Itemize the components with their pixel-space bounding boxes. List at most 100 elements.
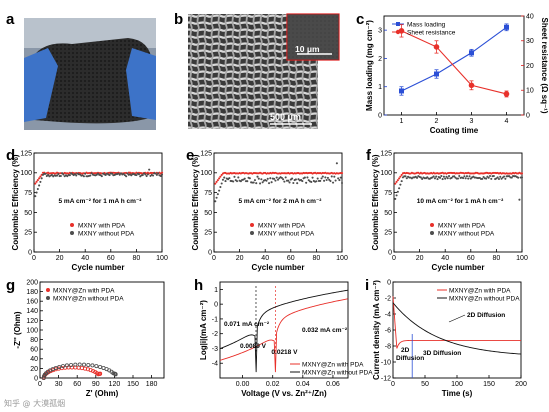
data-point-e (323, 179, 326, 182)
data-point-e (329, 179, 332, 183)
x-tick-label-i: 100 (451, 381, 463, 388)
x-tick-label-h: 0.04 (296, 381, 310, 388)
scale-bar-main: 500 μm (270, 112, 301, 122)
x-tick-label-e: 40 (261, 255, 269, 262)
data-point-f (503, 175, 506, 178)
data-point-d (40, 177, 43, 180)
y-tick-label-c: 3 (378, 28, 382, 35)
y-tick-label-f: 50 (384, 210, 392, 217)
data-point-f (441, 178, 444, 181)
x-tick-label-c: 3 (470, 118, 474, 125)
data-point-g (86, 362, 91, 367)
data-point-d (160, 173, 164, 176)
data-point-d (151, 174, 155, 177)
data-point-e (219, 175, 222, 178)
y2-axis-label-c: Sheet resistance (Ω sq⁻¹) (540, 18, 549, 114)
x-axis-label-d: Cycle number (72, 263, 125, 272)
data-point-f (396, 179, 399, 182)
legend-label-g: MXNY@Zn without PDA (53, 295, 124, 302)
x-tick-label-e: 20 (236, 255, 244, 262)
data-point-g (90, 363, 95, 368)
y-tick-label-e: 75 (204, 190, 212, 197)
data-point-e (287, 179, 290, 182)
y-tick-label-i: 0 (387, 279, 391, 286)
data-point-e (337, 177, 340, 180)
data-point-f (496, 176, 499, 179)
y-tick-label-g: 100 (26, 327, 38, 334)
data-point-d (62, 173, 65, 176)
annotation-i: 2D Diffusion (467, 312, 505, 319)
annotation-d: 5 mA cm⁻² for 1 mA h cm⁻² (59, 198, 143, 205)
data-point-f (404, 175, 407, 178)
data-point-g (88, 368, 93, 373)
data-point-f (394, 182, 397, 185)
legend-label-e: MXNY without PDA (258, 230, 315, 237)
y-tick-label-h: -1 (212, 316, 218, 323)
data-point-g (94, 364, 99, 369)
data-point-f (446, 177, 449, 180)
data-point-e (333, 175, 336, 178)
data-point-e (273, 177, 276, 180)
data-point-e (261, 181, 264, 184)
data-point-f (396, 190, 399, 193)
x-tick-label-d: 80 (133, 255, 141, 262)
x-tick-label-g: 150 (127, 381, 139, 388)
annotation-h: 0.071 mA cm⁻² (224, 321, 270, 328)
x-tick-label-f: 20 (416, 255, 424, 262)
x-tick-label-g: 0 (38, 381, 42, 388)
data-point-c (503, 91, 510, 97)
data-point-e (215, 180, 218, 183)
y-tick-label-g: 120 (26, 318, 38, 325)
data-point-f (445, 175, 448, 178)
y-tick-label-d: 0 (28, 249, 32, 256)
data-point-f (400, 173, 403, 176)
data-point-e (276, 178, 280, 181)
y2-tick-label-c: 20 (526, 63, 534, 70)
data-point-e (214, 200, 217, 203)
legend-marker-g (46, 288, 50, 292)
data-point-e (216, 193, 219, 196)
x-axis-label-f: Cycle number (432, 263, 485, 272)
y-tick-label-d: 50 (24, 210, 32, 217)
data-point-e (339, 176, 342, 179)
data-point-e (335, 162, 338, 165)
y-tick-label-i: -2 (385, 295, 391, 302)
data-point-f (395, 194, 398, 197)
legend-label-i: MXNY@Zn with PDA (449, 287, 511, 294)
data-point-e (334, 179, 337, 182)
y-tick-label-e: 0 (208, 249, 212, 256)
data-point-g (98, 364, 103, 369)
chrono-curve-i-0 (392, 296, 521, 349)
x-tick-label-g: 180 (146, 381, 158, 388)
data-point-f (481, 177, 484, 180)
x-tick-label-f: 100 (516, 255, 528, 262)
x-tick-label-g: 120 (109, 381, 121, 388)
x-tick-label-h: 0.00 (236, 381, 250, 388)
data-point-f (497, 177, 501, 181)
data-point-e (292, 181, 295, 185)
data-point-d (148, 168, 151, 171)
y-tick-label-c: 1 (378, 84, 382, 91)
y-tick-label-h: 0 (214, 302, 218, 309)
plot-frame-f (393, 152, 523, 253)
data-point-e (320, 177, 323, 180)
data-point-e (326, 176, 329, 179)
legend-label-g: MXNY@Zn with PDA (53, 287, 115, 294)
data-point-f (442, 175, 445, 178)
data-point-e (330, 175, 333, 178)
panel-label-c: c (356, 11, 364, 28)
panel-label-h: h (194, 277, 203, 294)
data-point-f (520, 172, 524, 175)
data-point-f (433, 177, 437, 180)
data-point-e (246, 180, 249, 183)
y-tick-label-h: -2 (212, 331, 218, 338)
chrono-curve-i-1 (392, 302, 522, 355)
data-point-g (69, 362, 74, 367)
x-tick-label-d: 0 (32, 255, 36, 262)
data-point-e (303, 176, 306, 179)
legend-label-i: MXNY@Zn without PDA (449, 295, 520, 302)
y-tick-label-f: 25 (384, 230, 392, 237)
data-point-f (399, 183, 402, 186)
x-axis-label-g: Z' (Ohm) (86, 389, 119, 398)
data-point-e (253, 179, 257, 182)
